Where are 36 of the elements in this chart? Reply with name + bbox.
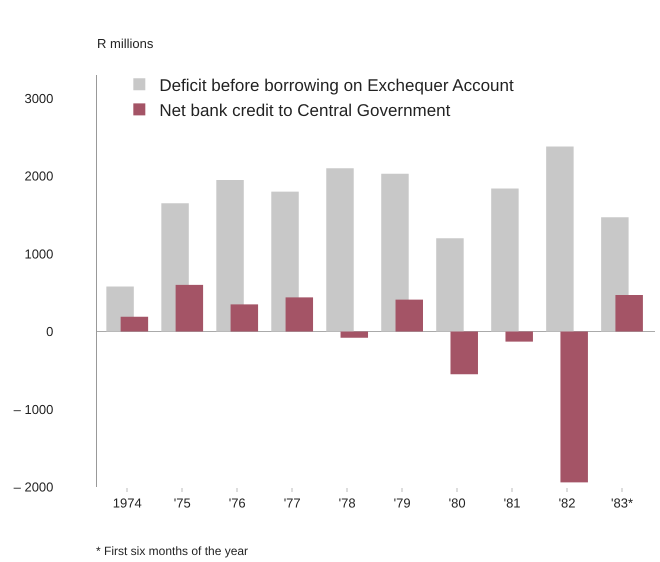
y-tick-label: – 1000 <box>14 402 54 417</box>
y-tick-label: – 2000 <box>14 480 54 495</box>
bar <box>436 238 464 332</box>
bar <box>230 304 258 332</box>
x-tick-label: 1974 <box>112 496 142 511</box>
text: * First six months of the year <box>96 544 248 558</box>
bar <box>505 332 533 342</box>
x-tick-label: '83* <box>611 496 634 511</box>
bar <box>560 332 588 482</box>
y-tick-label: 0 <box>46 324 54 340</box>
y-tick-label: 1000 <box>24 246 54 262</box>
x-tick-label: '81 <box>504 496 521 511</box>
bar <box>326 168 354 332</box>
bar <box>176 284 204 332</box>
y-axis-title: R millions <box>97 36 154 51</box>
bar <box>286 297 314 332</box>
x-tick-label: '82 <box>558 496 576 511</box>
y-tick-label: 2000 <box>24 168 54 184</box>
bar <box>120 316 148 332</box>
bar <box>450 332 478 374</box>
bar <box>396 300 423 332</box>
x-tick-label: '79 <box>394 496 411 511</box>
legend-label: Deficit before borrowing on Exchequer Account <box>159 76 514 95</box>
x-tick-label: '80 <box>448 496 466 511</box>
x-tick-label: '77 <box>284 496 301 511</box>
x-tick-label: '76 <box>228 496 246 511</box>
x-tick-label: '78 <box>338 496 356 511</box>
bar <box>615 294 643 332</box>
legend-label: Net bank credit to Central Government <box>159 101 451 120</box>
y-tick-label: 3000 <box>24 90 54 106</box>
bar <box>340 332 368 338</box>
bar <box>381 174 409 332</box>
bar <box>546 146 574 332</box>
bar <box>491 188 519 332</box>
bar <box>216 180 244 332</box>
x-tick-label: '75 <box>174 496 191 511</box>
